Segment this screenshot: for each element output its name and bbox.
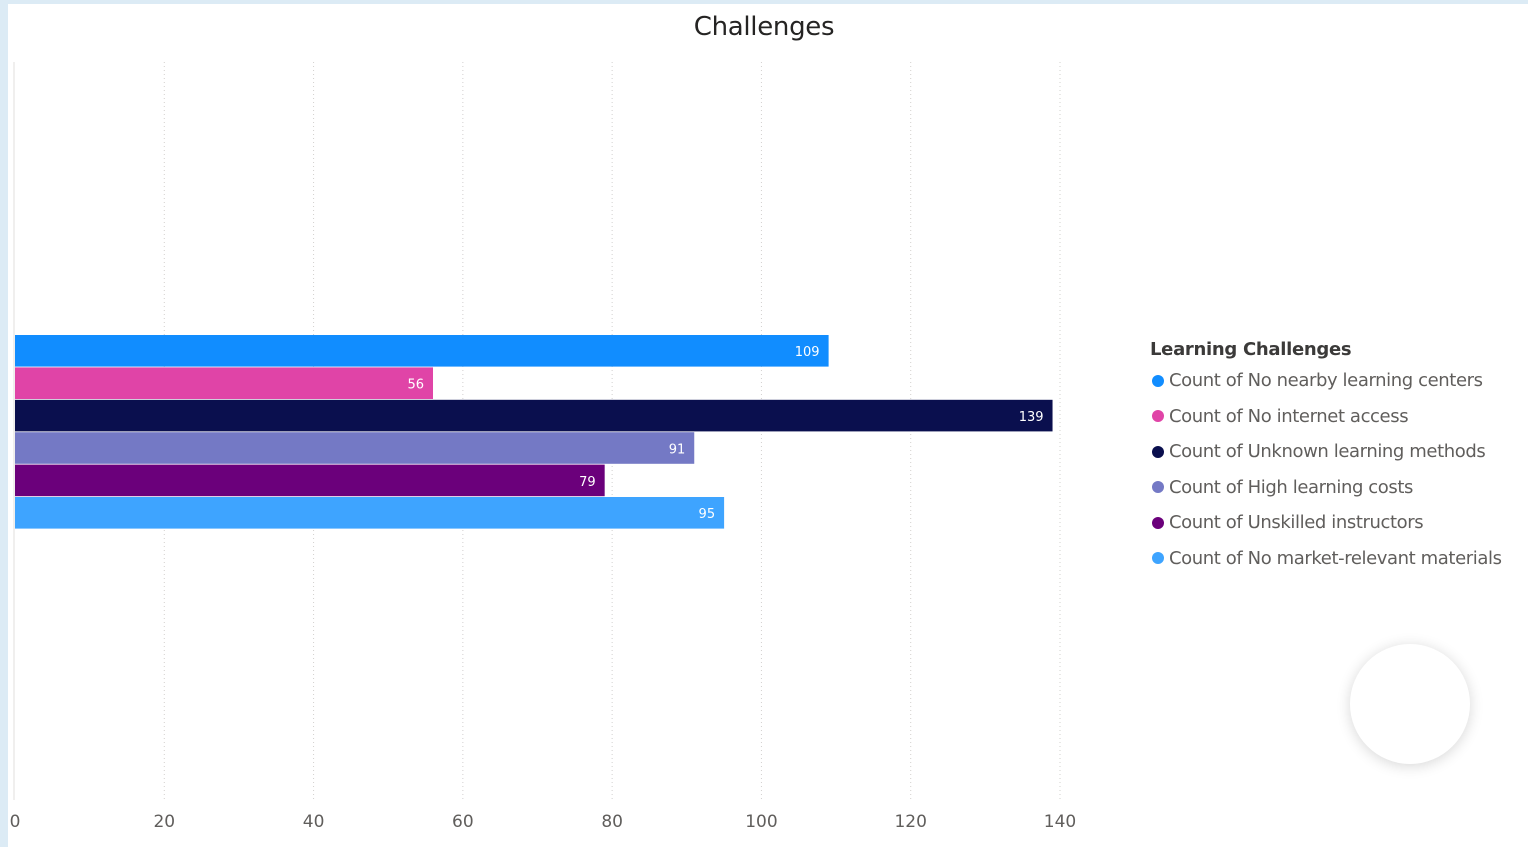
legend-item[interactable]: Count of Unknown learning methods <box>1150 434 1502 470</box>
data-label: 109 <box>795 345 820 360</box>
chart-title: Challenges <box>693 12 835 42</box>
bar[interactable] <box>15 497 725 529</box>
legend-item-label: Count of Unknown learning methods <box>1169 441 1486 463</box>
legend-dot-icon <box>1152 552 1164 565</box>
legend-dot-icon <box>1152 481 1164 494</box>
legend-item[interactable]: Count of High learning costs <box>1150 470 1502 506</box>
data-label: 79 <box>579 475 596 490</box>
x-tick-label: 40 <box>303 812 325 832</box>
legend-dot-icon <box>1152 374 1164 387</box>
legend-item[interactable]: Count of No internet access <box>1150 399 1502 435</box>
data-label: 56 <box>407 378 424 393</box>
x-tick-label: 80 <box>601 812 623 832</box>
legend-item-label: Count of Unskilled instructors <box>1169 512 1424 534</box>
legend-item-label: Count of No market-relevant materials <box>1169 547 1502 569</box>
legend: Learning Challenges Count of No nearby l… <box>1150 337 1502 576</box>
legend-dot-icon <box>1152 516 1164 529</box>
data-label: 91 <box>669 442 686 457</box>
x-tick-label: 120 <box>894 812 926 832</box>
legend-items: Count of No nearby learning centers Count… <box>1150 363 1502 576</box>
legend-item[interactable]: Count of No market-relevant materials <box>1150 541 1502 577</box>
legend-dot-icon <box>1152 410 1164 423</box>
bar[interactable] <box>15 367 433 399</box>
legend-title: Learning Challenges <box>1150 339 1352 360</box>
legend-item-label: Count of No internet access <box>1169 405 1409 427</box>
legend-item[interactable]: Count of No nearby learning centers <box>1150 363 1502 399</box>
x-tick-label: 60 <box>452 812 474 832</box>
bar[interactable] <box>15 399 1053 432</box>
x-tick-label: 0 <box>10 812 21 832</box>
data-label: 139 <box>1019 410 1044 425</box>
x-tick-label: 20 <box>153 812 175 832</box>
legend-dot-icon <box>1152 445 1164 458</box>
legend-item-label: Count of No nearby learning centers <box>1169 370 1483 392</box>
legend-item[interactable]: Count of Unskilled instructors <box>1150 505 1502 541</box>
x-tick-label: 140 <box>1044 812 1076 832</box>
legend-item-label: Count of High learning costs <box>1169 476 1414 498</box>
bar[interactable] <box>15 335 829 367</box>
data-label: 95 <box>699 507 716 522</box>
bar[interactable] <box>15 432 695 464</box>
floating-action-button[interactable] <box>1350 644 1470 764</box>
x-tick-label: 100 <box>745 812 777 832</box>
bar[interactable] <box>15 464 605 497</box>
